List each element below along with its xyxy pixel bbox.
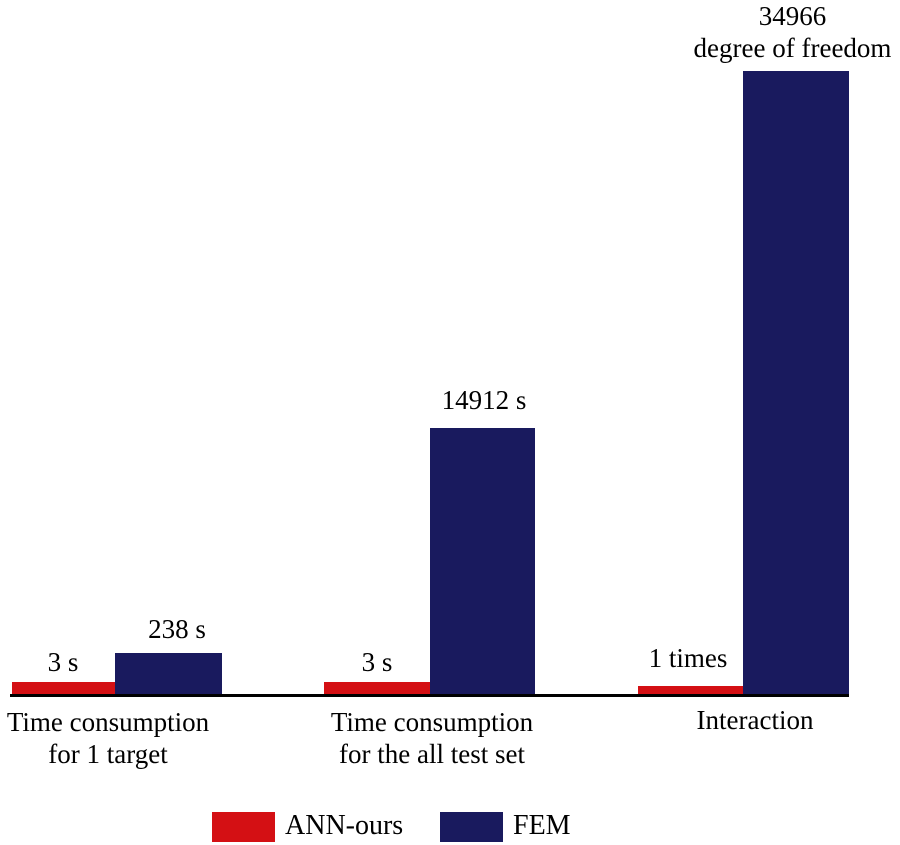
bar-ann-testset: [324, 682, 430, 694]
bar-fem-target: [115, 653, 222, 694]
value-label-line: 34966: [758, 1, 827, 31]
value-label-ann-target: 3 s: [47, 647, 79, 677]
legend-label-ann: ANN-ours: [285, 810, 404, 841]
category-line: Time consumption: [330, 707, 534, 737]
bar-fem-testset: [430, 428, 535, 694]
legend-label-fem: FEM: [513, 810, 571, 841]
bar-fem-interaction: [743, 71, 849, 694]
category-line: for 1 target: [48, 739, 168, 769]
bar-ann-target: [12, 682, 115, 694]
category-label-interaction: Interaction: [655, 704, 855, 736]
legend-swatch-ann: [212, 812, 275, 842]
value-label-fem-interaction: 34966 degree of freedom: [685, 0, 900, 64]
legend-swatch-fem: [440, 812, 503, 842]
category-line: Time consumption: [6, 707, 210, 737]
category-line: Interaction: [696, 705, 814, 735]
category-line: for the all test set: [339, 739, 525, 769]
x-axis-line: [10, 694, 849, 697]
value-label-ann-testset: 3 s: [361, 647, 393, 677]
category-label-testset: Time consumption for the all test set: [317, 706, 547, 770]
value-label-fem-testset: 14912 s: [441, 385, 527, 415]
value-label-fem-target: 238 s: [148, 614, 206, 644]
value-label-ann-interaction: 1 times: [648, 643, 728, 673]
value-label-line: degree of freedom: [693, 33, 892, 63]
bar-ann-interaction: [638, 686, 743, 694]
category-label-target: Time consumption for 1 target: [2, 706, 214, 770]
